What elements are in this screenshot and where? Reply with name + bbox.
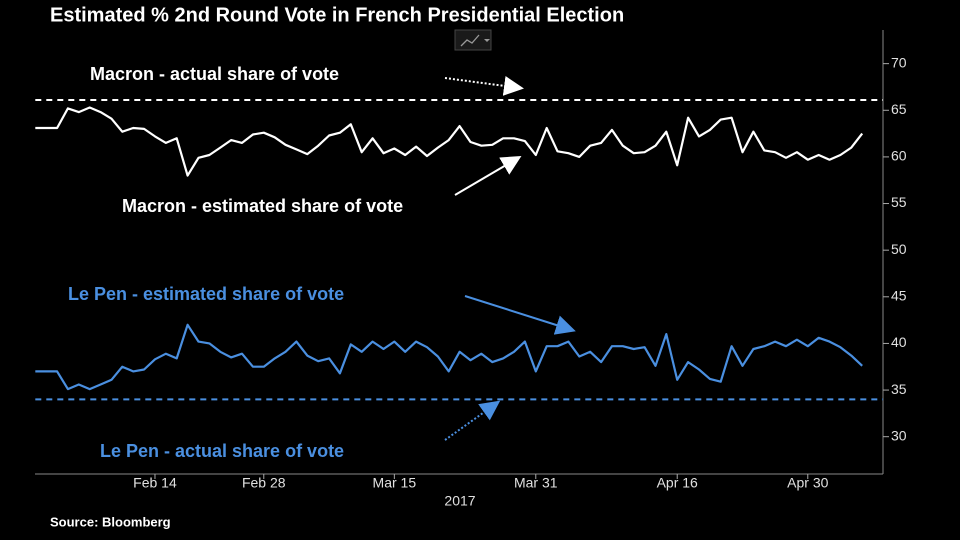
x-tick-label: Feb 14 xyxy=(133,475,177,491)
x-tick-label: Feb 28 xyxy=(242,475,286,491)
y-tick-label: 35 xyxy=(891,381,907,397)
y-tick-label: 40 xyxy=(891,334,907,350)
annotation-arrow xyxy=(454,155,522,196)
y-tick-label: 60 xyxy=(891,148,907,164)
chart-type-icon[interactable] xyxy=(454,29,492,51)
icon-caret xyxy=(484,39,490,42)
annotation: Macron - estimated share of vote xyxy=(122,196,403,216)
plot-area: 30 35 40 45 50 55 60 65 70 Feb 14 Feb 28 Mar 15 Mar … xyxy=(35,54,907,491)
y-tick-label: 30 xyxy=(891,427,907,443)
y-tick-label: 45 xyxy=(891,288,907,304)
x-tick-label: Mar 15 xyxy=(373,475,417,491)
annotation: Macron - actual share of vote xyxy=(90,64,339,84)
y-tick-label: 55 xyxy=(891,194,907,210)
icon-frame[interactable] xyxy=(454,29,492,51)
y-tick-label: 70 xyxy=(891,54,907,70)
series-line xyxy=(35,106,864,177)
x-tick-label: Mar 31 xyxy=(514,475,558,491)
annotation: Le Pen - estimated share of vote xyxy=(68,284,344,304)
annotation: Le Pen - actual share of vote xyxy=(100,441,344,461)
annotation-arrow xyxy=(444,75,524,96)
x-axis-label: 2017 xyxy=(444,493,475,509)
series-line xyxy=(35,323,863,391)
icon-glyph xyxy=(460,34,480,47)
annotation-arrow xyxy=(444,400,501,441)
x-tick-label: Apr 30 xyxy=(787,475,828,491)
source: Source: Bloomberg xyxy=(50,514,171,529)
y-tick-label: 50 xyxy=(891,241,907,257)
y-tick-label: 65 xyxy=(891,101,907,117)
annotation-arrow xyxy=(464,295,576,335)
chart-title: Estimated % 2nd Round Vote in French Pre… xyxy=(50,4,624,26)
x-tick-label: Apr 16 xyxy=(657,475,698,491)
